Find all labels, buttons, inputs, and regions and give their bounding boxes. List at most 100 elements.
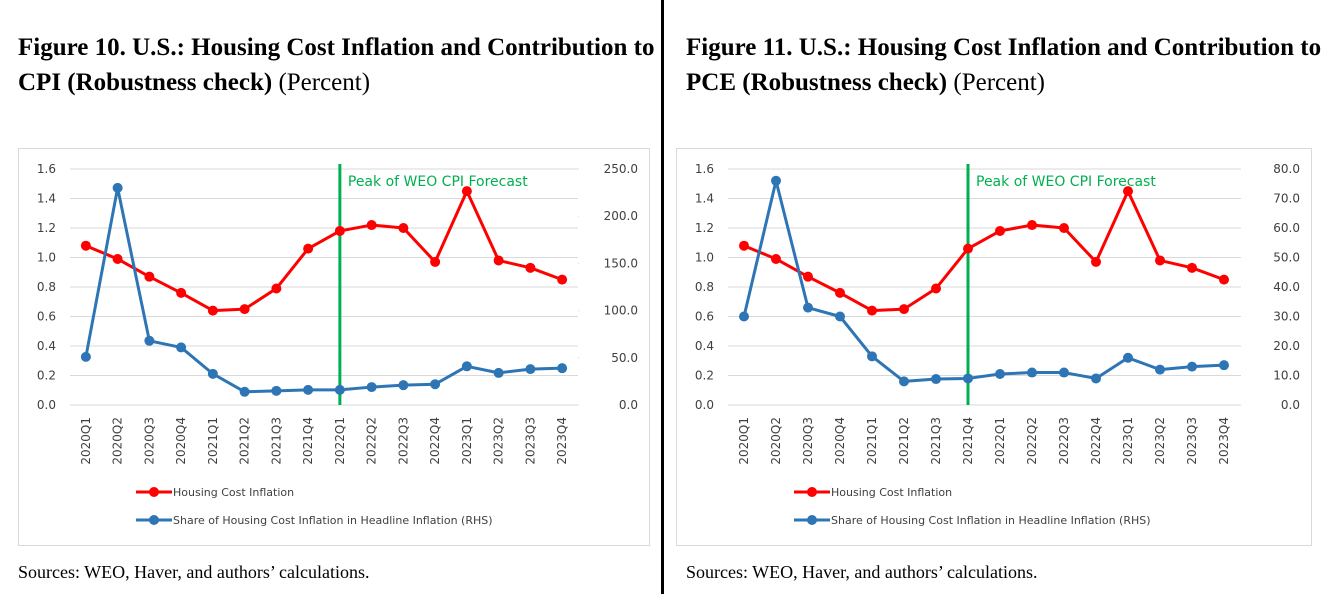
- data-point: [739, 240, 749, 251]
- data-point: [493, 255, 504, 266]
- data-point: [207, 305, 218, 316]
- data-point: [963, 243, 973, 254]
- x-tick-label: 2020Q2: [111, 417, 125, 465]
- y-tick-label: 1.4: [37, 192, 56, 206]
- data-point: [835, 311, 845, 322]
- x-tick-label: 2020Q3: [801, 417, 815, 465]
- y-tick-label: 0.8: [37, 280, 56, 294]
- data-point: [525, 364, 536, 375]
- data-point: [963, 373, 973, 384]
- x-tick-label: 2020Q4: [174, 417, 188, 465]
- y-tick-label: 0.8: [695, 280, 714, 294]
- x-tick-label: 2022Q1: [993, 417, 1007, 465]
- data-point: [80, 351, 91, 362]
- data-point: [1187, 361, 1197, 372]
- data-point: [493, 367, 504, 378]
- x-tick-label: 2021Q4: [961, 417, 975, 465]
- x-tick-label: 2023Q4: [555, 417, 569, 465]
- data-point: [176, 342, 187, 353]
- legend-marker: [807, 487, 817, 497]
- data-point: [835, 287, 845, 298]
- data-point: [1187, 262, 1197, 273]
- y-tick-label: 1.0: [37, 251, 56, 265]
- x-tick-label: 2022Q4: [428, 417, 442, 465]
- x-tick-label: 2023Q3: [523, 417, 537, 465]
- y2-tick-label: 250.0: [604, 162, 638, 176]
- y2-tick-label: 0.0: [1281, 398, 1300, 412]
- y-tick-label: 1.6: [37, 162, 56, 176]
- subtitle: (Percent): [953, 69, 1045, 96]
- y2-tick-label: 80.0: [1273, 162, 1300, 176]
- data-point: [931, 374, 941, 385]
- y2-tick-label: 100.0: [604, 304, 638, 318]
- data-point: [995, 225, 1005, 236]
- data-point: [899, 376, 909, 387]
- y-tick-label: 0.2: [695, 369, 714, 383]
- data-point: [771, 175, 781, 186]
- data-point: [1155, 364, 1165, 375]
- y2-tick-label: 0.0: [619, 398, 638, 412]
- title: Figure 11. U.S.: Housing Cost Inflation …: [686, 34, 1322, 96]
- x-tick-label: 2022Q2: [1025, 417, 1039, 465]
- x-tick-label: 2020Q4: [833, 417, 847, 465]
- data-point: [1027, 220, 1037, 231]
- y-tick-label: 0.0: [37, 398, 56, 412]
- data-point: [271, 283, 282, 294]
- x-tick-label: 2021Q2: [897, 417, 911, 465]
- x-tick-label: 2021Q2: [238, 417, 252, 465]
- y2-tick-label: 20.0: [1273, 339, 1300, 353]
- y-tick-label: 0.2: [37, 369, 56, 383]
- data-point: [334, 225, 345, 236]
- legend-label: Share of Housing Cost Inflation in Headl…: [831, 514, 1151, 527]
- data-point: [1123, 352, 1133, 363]
- data-point: [931, 283, 941, 294]
- data-point: [1059, 367, 1069, 378]
- data-point: [771, 253, 781, 264]
- x-tick-label: 2021Q3: [929, 417, 943, 465]
- y-tick-label: 1.2: [695, 221, 714, 235]
- data-point: [739, 311, 749, 322]
- x-tick-label: 2022Q1: [333, 417, 347, 465]
- x-tick-label: 2020Q2: [769, 417, 783, 465]
- figure-title: Figure 11. U.S.: Housing Cost Inflation …: [686, 30, 1323, 100]
- data-point: [430, 379, 441, 390]
- data-point: [867, 351, 877, 362]
- data-point: [303, 384, 314, 395]
- x-tick-label: 2023Q2: [1153, 417, 1167, 465]
- chart-frame: [676, 148, 1312, 546]
- y2-tick-label: 40.0: [1273, 280, 1300, 294]
- y-tick-label: 0.0: [695, 398, 714, 412]
- data-point: [366, 382, 377, 393]
- x-tick-label: 2021Q3: [269, 417, 283, 465]
- y-tick-label: 0.6: [695, 310, 714, 324]
- y2-tick-label: 30.0: [1273, 310, 1300, 324]
- data-point: [303, 243, 314, 254]
- data-point: [461, 361, 472, 372]
- panel: Figure 10. U.S.: Housing Cost Inflation …: [0, 0, 660, 594]
- data-point: [995, 369, 1005, 380]
- figure-title: Figure 10. U.S.: Housing Cost Inflation …: [18, 30, 658, 100]
- data-point: [239, 304, 250, 315]
- data-point: [461, 186, 472, 197]
- y-tick-label: 1.0: [695, 251, 714, 265]
- legend-marker: [807, 515, 817, 525]
- data-point: [112, 253, 123, 264]
- legend-marker: [149, 515, 159, 525]
- x-tick-label: 2023Q1: [1121, 417, 1135, 465]
- series-line: [742, 179, 1225, 383]
- legend-marker: [149, 487, 159, 497]
- x-tick-label: 2023Q1: [460, 417, 474, 465]
- data-point: [867, 305, 877, 316]
- divider: [661, 0, 664, 594]
- x-tick-label: 2021Q4: [301, 417, 315, 465]
- y-tick-label: 0.4: [695, 339, 714, 353]
- data-point: [1219, 360, 1229, 371]
- y2-tick-label: 150.0: [604, 256, 638, 270]
- data-point: [176, 287, 187, 298]
- data-point: [1123, 186, 1133, 197]
- data-point: [271, 385, 282, 396]
- panel: Figure 11. U.S.: Housing Cost Inflation …: [664, 0, 1323, 594]
- data-point: [366, 220, 377, 231]
- x-tick-label: 2022Q3: [1057, 417, 1071, 465]
